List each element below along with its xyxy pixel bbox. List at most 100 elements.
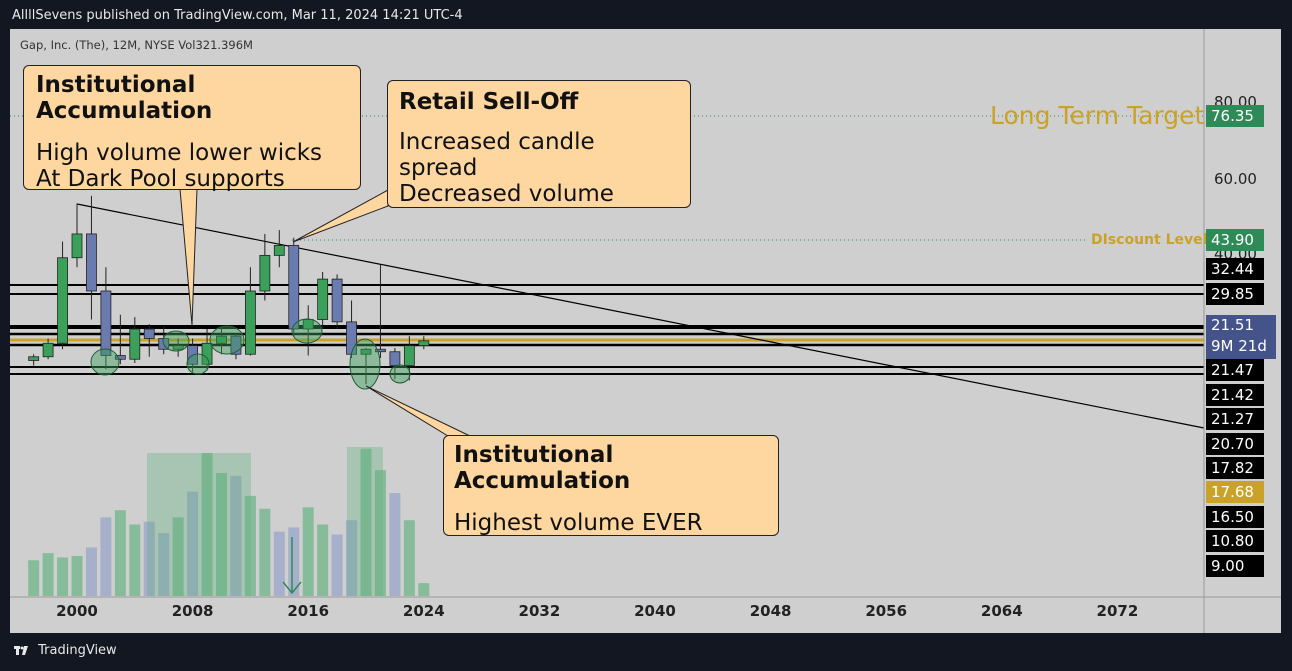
price-label: 76.35 [1206, 105, 1264, 127]
y-tick-60: 60.00 [1214, 170, 1257, 188]
candle-body [259, 254, 271, 292]
callout-tail [292, 189, 389, 243]
volume-bar [216, 473, 227, 596]
candle-body [71, 233, 83, 259]
tradingview-logo-icon [14, 644, 28, 655]
volume-bar [288, 527, 300, 596]
candle-body [244, 290, 256, 355]
candle-body [172, 345, 184, 350]
long-term-target-label: Long Term Target [990, 101, 1205, 130]
accumulation-ellipse [90, 348, 120, 376]
x-tick-label: 2008 [171, 602, 214, 620]
accumulation-markers [90, 318, 411, 390]
candle-body [360, 348, 372, 355]
candle-body [288, 244, 300, 330]
volume-bar [158, 533, 170, 596]
price-label: 20.70 [1206, 433, 1264, 455]
callout-title: Institutional Accumulation [36, 72, 213, 124]
price-label: 10.80 [1206, 530, 1264, 552]
volume-bar [259, 508, 271, 596]
callout-line: At Dark Pool supports [36, 166, 285, 192]
price-label: 21.51 9M 21d [1206, 315, 1276, 359]
candle-body [216, 335, 227, 344]
volume-bar [42, 553, 54, 596]
callout-retail-sell-off: Retail Sell-Off Increased candle spread … [387, 80, 691, 208]
volume-bar [187, 491, 199, 596]
volume-zone [347, 447, 383, 596]
callout-line: Highest volume EVER [454, 510, 703, 536]
volume-bar [418, 583, 430, 596]
candle-body [230, 335, 242, 355]
x-tick-label: 2048 [749, 602, 792, 620]
volume-zone [147, 453, 251, 596]
accumulation-ellipse [186, 353, 210, 375]
callout-institutional-accumulation-top: Institutional Accumulation High volume l… [23, 65, 361, 192]
price-label: 21.27 [1206, 408, 1264, 430]
candle-body [317, 278, 329, 320]
volume-bar [244, 495, 256, 596]
volume-bar [100, 517, 112, 596]
callout-line: Decreased volume [399, 181, 614, 207]
callout-line: Increased candle spread [399, 129, 595, 181]
candle-body [331, 278, 343, 323]
price-label: 16.50 [1206, 506, 1264, 528]
volume-bar [360, 448, 372, 596]
volume-bar [317, 524, 329, 596]
price-label: 9.00 [1206, 555, 1264, 577]
x-tick-label: 2072 [1096, 602, 1139, 620]
discount-level-label: DIscount Level [1091, 232, 1208, 248]
volume-layer [28, 447, 430, 596]
accumulation-ellipse [389, 364, 411, 384]
candle-body [143, 328, 155, 339]
candles-layer [28, 195, 430, 385]
accumulation-ellipse [209, 325, 245, 355]
price-label: 29.85 [1206, 283, 1264, 305]
candle-body [375, 348, 386, 353]
x-tick-label: 2016 [287, 602, 330, 620]
volume-bar [302, 507, 314, 596]
candle-body [418, 340, 430, 347]
callout-title: Institutional Accumulation [454, 442, 631, 494]
callout-tail [179, 188, 198, 326]
price-label: 21.47 [1206, 359, 1264, 381]
accumulation-ellipse [162, 330, 190, 352]
volume-bar [129, 524, 141, 596]
candle-body [403, 345, 415, 366]
footer-brand-text: TradingView [38, 643, 117, 658]
candle-body [100, 290, 112, 356]
volume-bar [71, 555, 83, 596]
volume-bar [273, 531, 285, 596]
x-tick-label: 2024 [402, 602, 445, 620]
candle-body [42, 342, 54, 358]
published-caption: AllllSevens published on TradingView.com… [12, 8, 463, 23]
accumulation-ellipse [291, 318, 323, 344]
callout-institutional-accumulation-bottom: Institutional Accumulation Highest volum… [443, 435, 779, 536]
candle-body [201, 342, 213, 365]
callout-title: Retail Sell-Off [399, 89, 579, 115]
candle-body [273, 244, 285, 256]
candle-body [389, 351, 401, 366]
accumulation-ellipse [349, 338, 381, 390]
volume-bar [57, 557, 69, 596]
x-tick-label: 2056 [865, 602, 908, 620]
x-tick-label: 2040 [634, 602, 676, 620]
volume-bar [331, 534, 343, 596]
x-tick-label: 2064 [980, 602, 1023, 620]
callout-tail [365, 385, 471, 437]
candle-body [114, 355, 126, 360]
volume-bar [85, 547, 97, 596]
callout-line: High volume lower wicks [36, 140, 323, 166]
candle-body [86, 233, 97, 292]
symbol-legend[interactable]: Gap, Inc. (The), 12M, NYSE Vol321.396M [20, 38, 253, 52]
price-label: 21.42 [1206, 384, 1264, 406]
footer-brand[interactable]: TradingView [14, 643, 117, 658]
x-tick-label: 2032 [518, 602, 561, 620]
volume-bar [389, 493, 401, 596]
price-label: 17.82 [1206, 457, 1264, 479]
volume-bar [143, 521, 155, 596]
volume-bar [201, 453, 213, 596]
volume-bar [346, 520, 358, 596]
candle-body [129, 328, 141, 360]
volume-bar [230, 475, 242, 596]
